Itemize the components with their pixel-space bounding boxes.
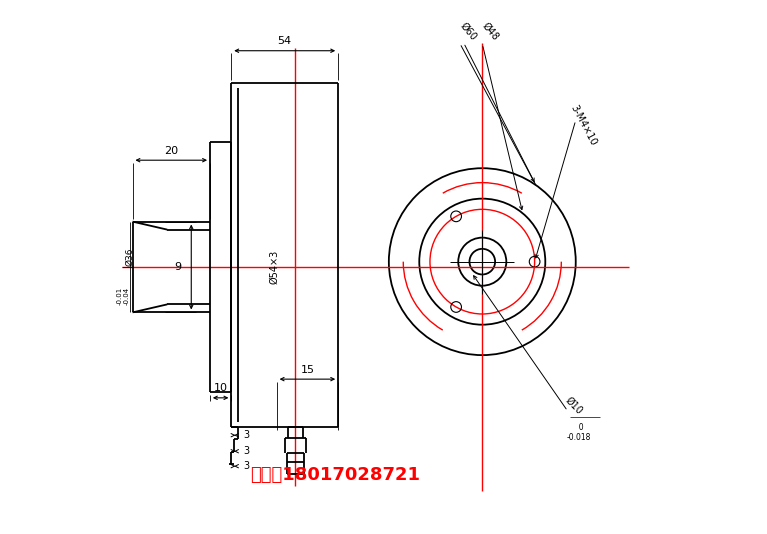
Text: 3: 3 xyxy=(243,430,249,440)
Text: 9: 9 xyxy=(174,262,182,272)
Text: 3-M4×10: 3-M4×10 xyxy=(569,104,598,147)
Text: Ø10: Ø10 xyxy=(564,395,584,417)
Text: 手机：18017028721: 手机：18017028721 xyxy=(251,466,420,484)
Text: Ø60: Ø60 xyxy=(458,21,479,43)
Text: 10: 10 xyxy=(214,383,228,393)
Text: Ø36: Ø36 xyxy=(125,247,134,265)
Text: -0.01
-0.04: -0.01 -0.04 xyxy=(117,287,130,305)
Text: 20: 20 xyxy=(164,146,178,155)
Text: 0
-0.018: 0 -0.018 xyxy=(566,423,591,442)
Text: 54: 54 xyxy=(278,36,291,46)
Text: Ø54×3: Ø54×3 xyxy=(269,250,279,284)
Text: 3: 3 xyxy=(243,461,249,471)
Text: 3: 3 xyxy=(243,446,249,456)
Text: 15: 15 xyxy=(301,365,314,374)
Text: Ø48: Ø48 xyxy=(480,21,501,43)
